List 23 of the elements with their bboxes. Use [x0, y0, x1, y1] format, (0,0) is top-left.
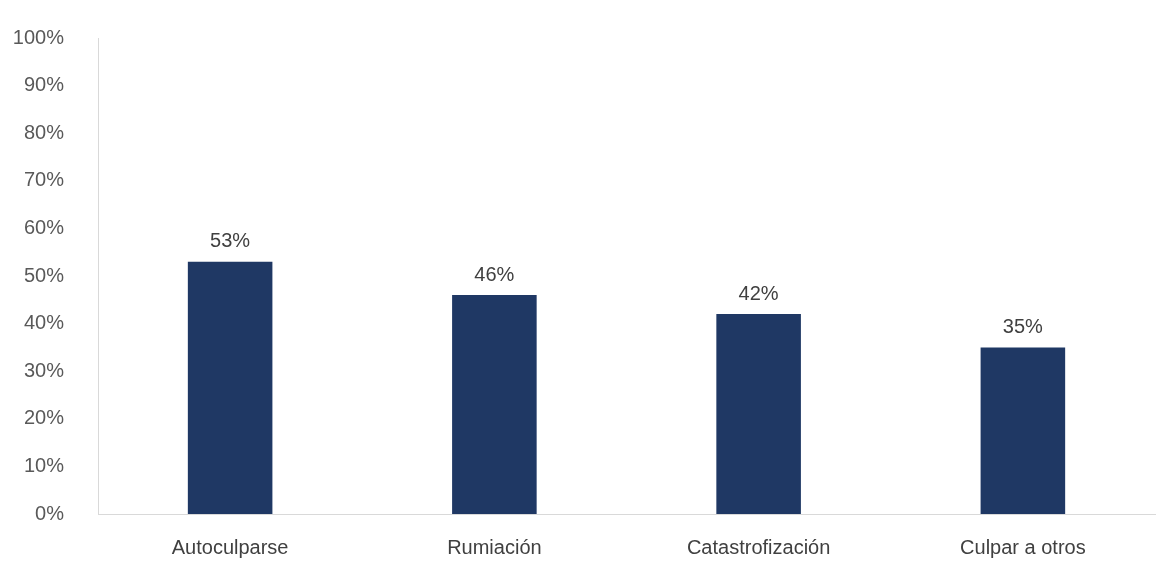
- x-tick-label: Culpar a otros: [960, 535, 1086, 558]
- data-label: 53%: [210, 229, 251, 252]
- x-tick-label: Rumiación: [447, 535, 542, 558]
- y-tick-label: 70%: [23, 168, 65, 191]
- bar: [452, 295, 537, 514]
- data-label: 42%: [738, 281, 779, 304]
- bar: [187, 261, 273, 514]
- y-tick-label: 50%: [23, 263, 65, 286]
- y-tick-label: 100%: [12, 25, 65, 48]
- data-label: 35%: [1002, 314, 1044, 337]
- y-tick-label: 60%: [23, 215, 65, 238]
- x-tick-label: Catastrofización: [686, 535, 831, 558]
- bar: [716, 314, 801, 514]
- y-tick-label: 10%: [23, 453, 65, 476]
- y-tick-label: 90%: [23, 73, 65, 96]
- y-tick-label: 0%: [35, 501, 65, 524]
- y-tick-label: 80%: [23, 120, 65, 143]
- data-label: 46%: [474, 262, 515, 285]
- y-tick-label: 40%: [23, 311, 65, 334]
- y-tick-label: 20%: [23, 406, 65, 429]
- bar: [980, 347, 1066, 514]
- y-tick-label: 30%: [23, 358, 65, 381]
- x-tick-label: Autoculparse: [171, 535, 289, 558]
